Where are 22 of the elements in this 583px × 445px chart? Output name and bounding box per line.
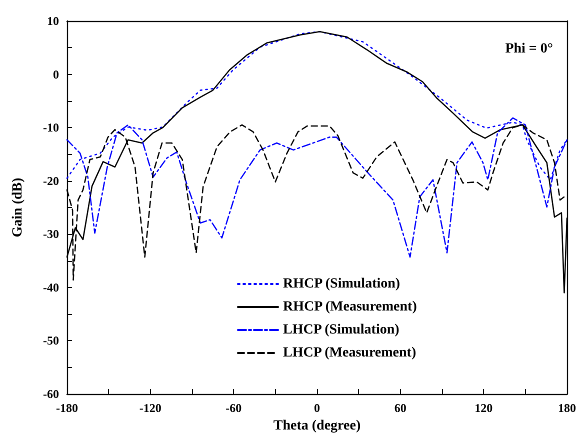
y-tick-label: -10 bbox=[43, 120, 59, 135]
x-tick-label: 120 bbox=[474, 401, 493, 415]
legend-label: RHCP (Measurement) bbox=[283, 300, 418, 314]
legend-label: RHCP (Simulation) bbox=[283, 276, 400, 292]
x-tick-label: -180 bbox=[56, 401, 78, 415]
y-tick-label: 10 bbox=[47, 14, 59, 28]
y-tick-label: -50 bbox=[43, 334, 59, 348]
y-tick-label: 0 bbox=[53, 67, 59, 82]
x-axis-title: Theta (degree) bbox=[273, 418, 361, 434]
annotation: Phi = 0° bbox=[505, 42, 554, 56]
x-tick-label: -120 bbox=[139, 401, 162, 415]
y-tick-label: -60 bbox=[43, 387, 59, 401]
x-tick-label: 0 bbox=[314, 401, 320, 415]
y-tick-label: -40 bbox=[43, 280, 59, 294]
legend-label: LHCP (Measurement) bbox=[283, 346, 416, 360]
x-tick-label: -60 bbox=[226, 401, 242, 415]
x-tick-label: 180 bbox=[558, 401, 576, 415]
y-axis-title: Gain (dB) bbox=[10, 177, 26, 238]
y-tick-label: -30 bbox=[43, 227, 59, 242]
y-tick-label: -20 bbox=[43, 174, 59, 188]
legend-label: LHCP (Simulation) bbox=[283, 322, 400, 338]
x-tick-label: 60 bbox=[394, 401, 406, 415]
